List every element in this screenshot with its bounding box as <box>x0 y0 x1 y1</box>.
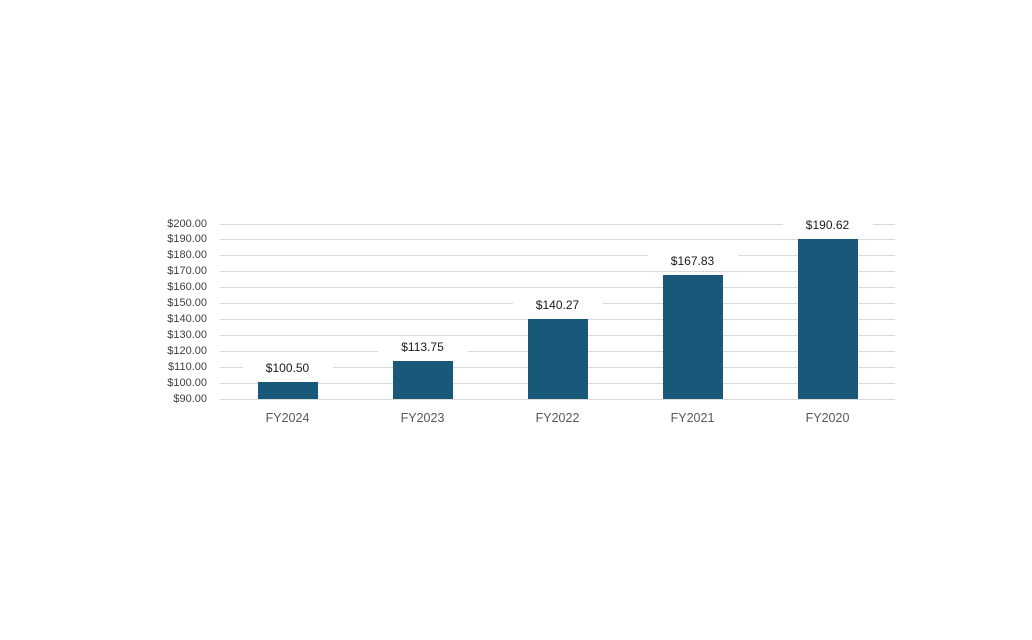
y-gridline <box>220 239 895 241</box>
data-label: $113.75 <box>377 340 468 356</box>
y-axis-tick-label: $130.00 <box>167 328 207 341</box>
y-gridline <box>220 255 895 257</box>
bar-fy2021 <box>662 275 723 399</box>
x-axis-category-label: FY2023 <box>400 411 445 425</box>
y-axis-tick-label: $160.00 <box>167 281 207 294</box>
y-axis-tick-label: $190.00 <box>167 233 207 246</box>
y-axis-tick-label: $110.00 <box>168 360 207 373</box>
y-gridline <box>220 223 895 225</box>
y-gridline <box>220 398 895 400</box>
y-axis-tick-label: $170.00 <box>167 265 207 278</box>
y-axis-tick-label: $200.00 <box>167 217 207 230</box>
data-label: $140.27 <box>512 298 603 314</box>
y-axis-tick-label: $90.00 <box>173 392 207 405</box>
y-axis-tick-label: $120.00 <box>167 344 207 357</box>
y-gridline <box>220 287 895 289</box>
bar-fy2024 <box>257 382 318 399</box>
x-axis-category-label: FY2022 <box>535 411 580 425</box>
x-axis-category-label: FY2020 <box>805 411 850 425</box>
y-gridline <box>220 271 895 273</box>
bar-fy2022 <box>527 319 588 399</box>
data-label: $190.62 <box>782 217 873 233</box>
y-axis-tick-label: $140.00 <box>167 312 207 325</box>
bar-fy2020 <box>797 238 858 399</box>
y-axis-tick-label: $180.00 <box>167 249 207 262</box>
y-axis-tick-label: $150.00 <box>167 297 207 310</box>
y-axis-tick-label: $100.00 <box>167 376 207 389</box>
data-label: $100.50 <box>242 361 333 377</box>
bar-fy2023 <box>392 361 453 399</box>
data-label: $167.83 <box>647 254 738 270</box>
x-axis-category-label: FY2021 <box>670 411 715 425</box>
x-axis-category-label: FY2024 <box>265 411 310 425</box>
